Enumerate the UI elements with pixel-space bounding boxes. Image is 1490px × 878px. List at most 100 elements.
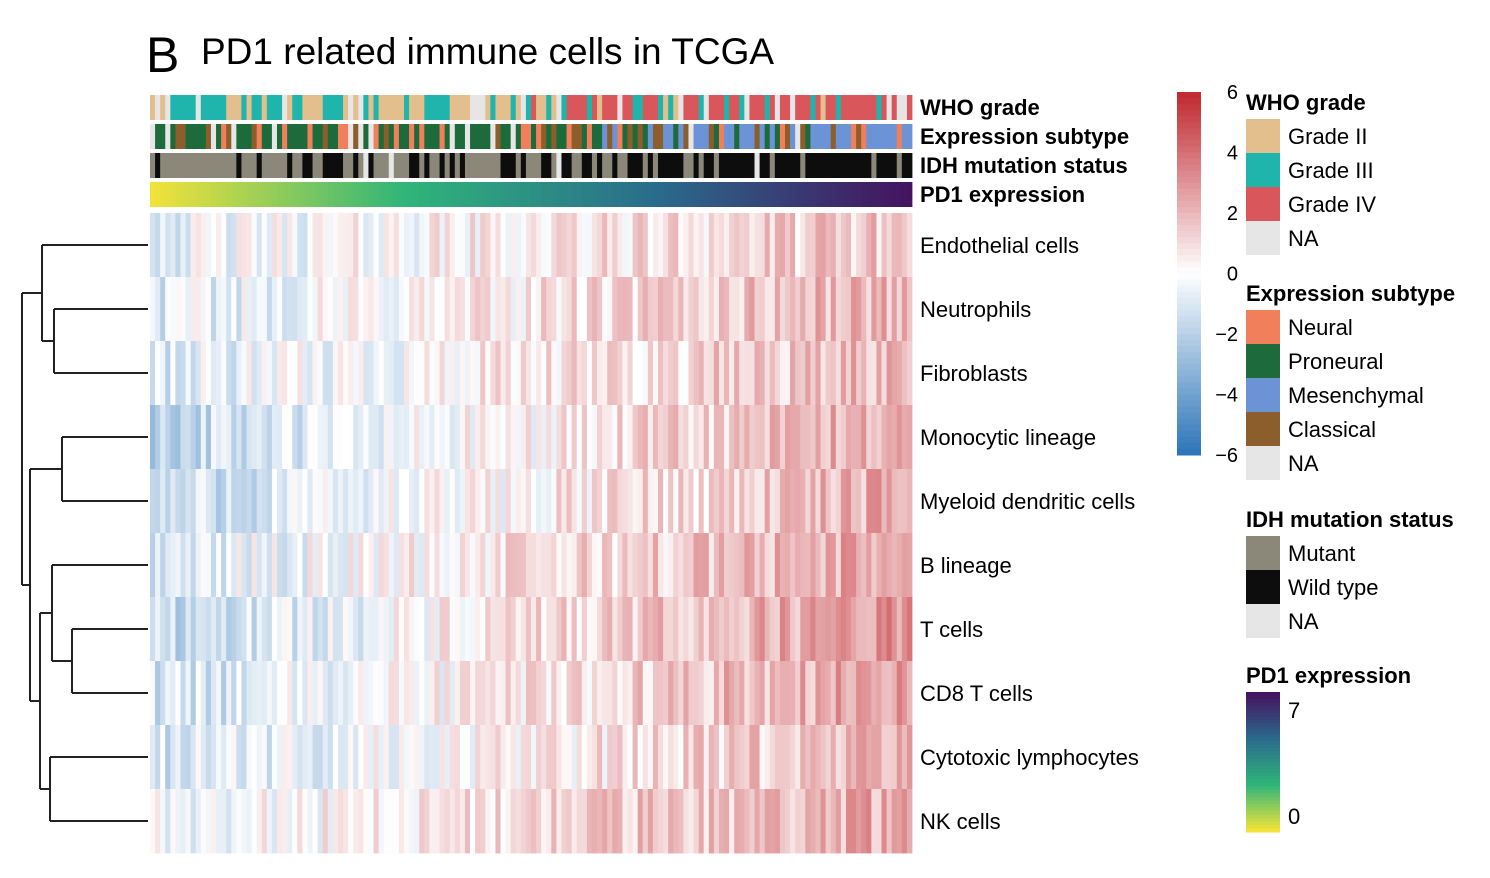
expression-subtype-cell (703, 124, 710, 149)
heatmap-cell (541, 533, 547, 598)
heatmap-cell (693, 597, 700, 662)
heatmap-cell (398, 277, 405, 342)
heatmap-cell (790, 661, 796, 726)
heatmap-cell (805, 533, 811, 598)
heatmap-cell (226, 277, 232, 342)
heatmap-cell (805, 277, 811, 342)
heatmap-cell (322, 597, 329, 662)
heatmap-cell (150, 661, 156, 726)
heatmap-cell (556, 597, 562, 662)
heatmap-cell (790, 213, 796, 278)
heatmap-cell (190, 213, 197, 278)
heatmap-cell (632, 213, 639, 278)
heatmap-cell (510, 213, 517, 278)
heatmap-cell (388, 213, 395, 278)
heatmap-cell (444, 341, 451, 406)
heatmap-cell (713, 533, 720, 598)
legend-swatch (1246, 412, 1280, 446)
heatmap-cell (439, 405, 446, 470)
pd1-expression-cell (566, 182, 573, 207)
pd1-expression-cell (378, 182, 385, 207)
idh-status-cell (470, 153, 476, 178)
pd1-expression-cell (261, 182, 268, 207)
heatmap-cell (576, 597, 583, 662)
heatmap-cell (845, 789, 852, 854)
legend-gradient-segment (1246, 758, 1280, 763)
heatmap-cell (861, 789, 867, 854)
heatmap-cell (343, 213, 349, 278)
heatmap-cell (703, 725, 710, 790)
who-grade-cell (292, 95, 298, 120)
pd1-expression-cell (205, 182, 212, 207)
who-grade-cell (622, 95, 628, 120)
who-grade-cell (419, 95, 425, 120)
heatmap-cell (490, 405, 496, 470)
expression-subtype-cell (815, 124, 821, 149)
heatmap-cell (216, 213, 222, 278)
pd1-expression-cell (343, 182, 349, 207)
heatmap-cell (835, 277, 842, 342)
who-grade-cell (576, 95, 583, 120)
heatmap-cell (409, 405, 415, 470)
heatmap-cell (896, 405, 903, 470)
who-grade-cell (602, 95, 608, 120)
heatmap-cell (205, 341, 212, 406)
heatmap-cell (749, 405, 755, 470)
heatmap-cell (170, 789, 176, 854)
heatmap-cell (759, 341, 766, 406)
heatmap-cell (591, 725, 598, 790)
heatmap-cell (810, 469, 816, 534)
heatmap-cell (739, 661, 745, 726)
heatmap-cell (871, 469, 877, 534)
idh-status-cell (520, 153, 527, 178)
heatmap-cell (470, 789, 476, 854)
heatmap-cell (210, 597, 217, 662)
heatmap-cell (800, 661, 806, 726)
who-grade-cell (744, 95, 750, 120)
color-scale-tick-label: −4 (1215, 385, 1238, 407)
heatmap-cell (581, 341, 588, 406)
heatmap-cell (739, 341, 745, 406)
heatmap-cell (261, 789, 268, 854)
heatmap-cell (556, 533, 562, 598)
heatmap-cell (790, 533, 796, 598)
who-grade-cell (251, 95, 258, 120)
idh-status-cell (165, 153, 171, 178)
heatmap-cell (617, 725, 623, 790)
heatmap-cell (282, 661, 288, 726)
heatmap-cell (561, 405, 567, 470)
heatmap-cell (851, 597, 857, 662)
heatmap-cell (322, 341, 329, 406)
heatmap-cell (637, 469, 644, 534)
legend-gradient-segment (1246, 797, 1280, 801)
heatmap-cell (861, 277, 867, 342)
heatmap-cell (358, 405, 364, 470)
who-grade-cell (337, 95, 344, 120)
heatmap-cell (769, 469, 776, 534)
who-grade-cell (515, 95, 522, 120)
heatmap-cell (815, 533, 821, 598)
idh-status-cell (678, 153, 684, 178)
row-label: NK cells (920, 809, 1001, 834)
who-grade-cell (312, 95, 319, 120)
idh-status-cell (439, 153, 446, 178)
heatmap-cell (414, 789, 420, 854)
heatmap-cell (749, 469, 755, 534)
who-grade-cell (200, 95, 207, 120)
expression-subtype-cell (581, 124, 588, 149)
who-grade-cell (231, 95, 237, 120)
expression-subtype-cell (155, 124, 161, 149)
color-scale-segment (1177, 406, 1201, 414)
expression-subtype-cell (825, 124, 832, 149)
heatmap-cell (612, 661, 618, 726)
pd1-expression-cell (165, 182, 171, 207)
idh-status-cell (398, 153, 405, 178)
heatmap-cell (454, 725, 461, 790)
heatmap-cell (754, 405, 760, 470)
expression-subtype-cell (586, 124, 593, 149)
heatmap-cell (312, 789, 319, 854)
heatmap-cell (774, 469, 781, 534)
expression-subtype-cell (175, 124, 181, 149)
heatmap-cell (261, 341, 268, 406)
heatmap-cell (332, 533, 339, 598)
